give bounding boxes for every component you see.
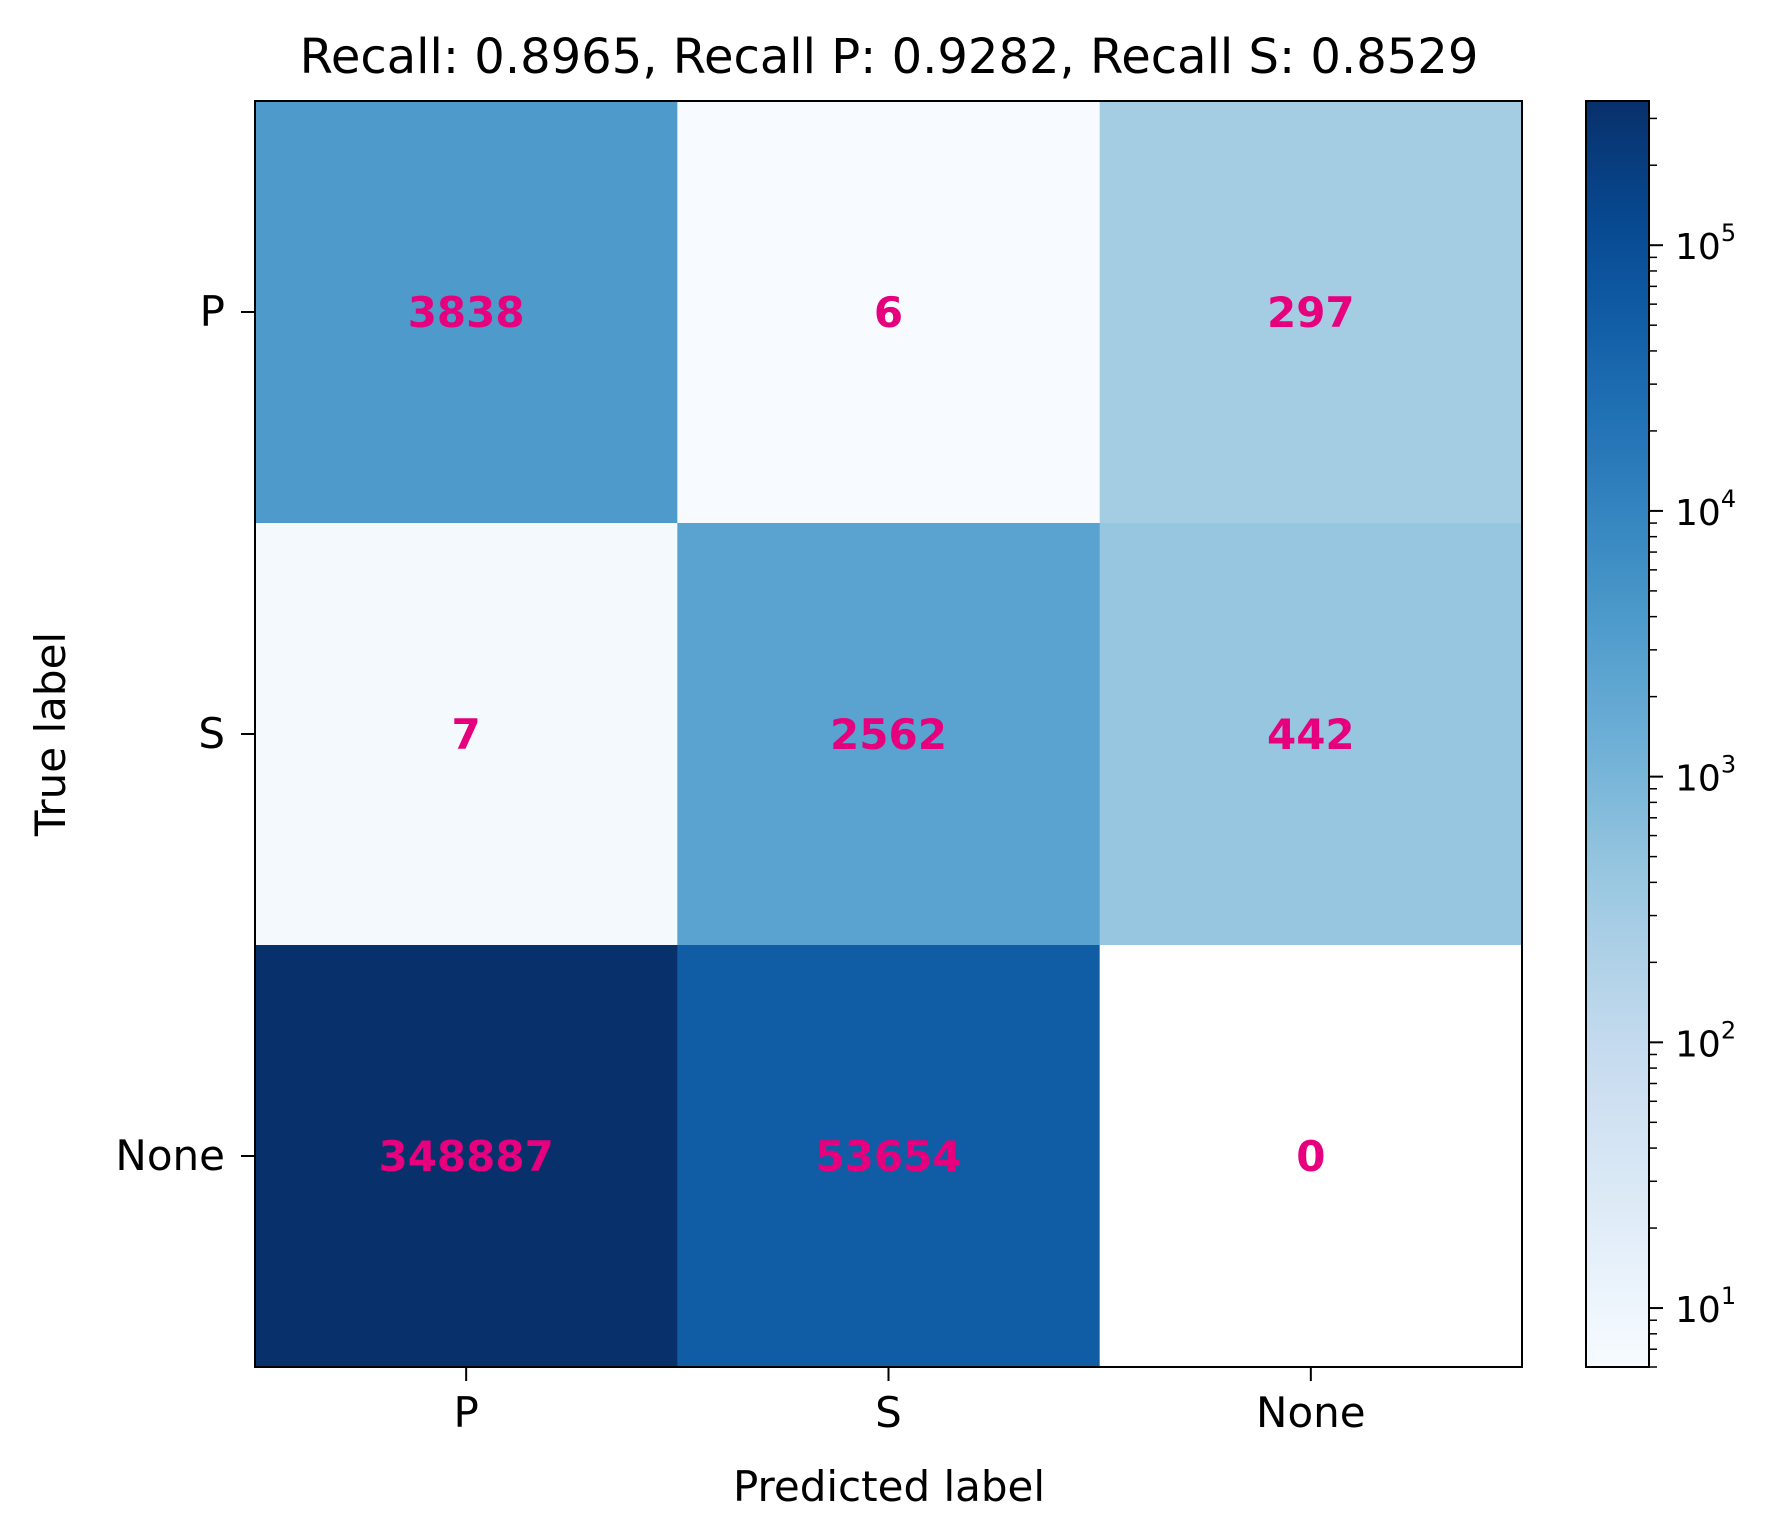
heatmap-cell <box>1099 945 1523 1368</box>
cell-value-label: 3838 <box>408 288 525 337</box>
cell-value-label: 53654 <box>815 1132 961 1181</box>
cell-value-label: 6 <box>874 288 903 337</box>
chart-title: Recall: 0.8965, Recall P: 0.9282, Recall… <box>300 29 1479 85</box>
cell-value-label: 2562 <box>830 710 947 759</box>
axis-ticks: P S None P S None <box>115 287 1365 1437</box>
cell-value-label: 442 <box>1267 710 1355 759</box>
heatmap-cell <box>255 523 678 946</box>
heatmap-cell <box>677 523 1101 946</box>
heatmap-cell <box>677 945 1101 1368</box>
colorbar-tick-label: 104 <box>1675 485 1736 534</box>
colorbar-tick-label: 102 <box>1675 1016 1736 1065</box>
x-tick-label: S <box>875 1388 902 1437</box>
heatmap-cell <box>677 101 1101 524</box>
heatmap-cell <box>255 945 678 1368</box>
cell-value-label: 0 <box>1296 1132 1325 1181</box>
heatmap-cell <box>255 101 678 524</box>
y-axis-title: True label <box>26 632 75 837</box>
colorbar-tick-label: 101 <box>1675 1282 1736 1331</box>
colorbar-tick-label: 103 <box>1675 751 1736 800</box>
heatmap-cells: 3838 6 297 7 2562 442 348887 53654 0 <box>255 101 1523 1368</box>
y-tick-label: P <box>200 287 225 336</box>
x-tick-label: P <box>454 1388 479 1437</box>
x-axis-title: Predicted label <box>733 1462 1045 1511</box>
colorbar-tick-label: 105 <box>1675 219 1736 268</box>
cell-value-label: 348887 <box>378 1132 553 1181</box>
heatmap-cell <box>1099 101 1523 524</box>
y-tick-label: None <box>115 1131 225 1180</box>
colorbar <box>1585 100 1650 1368</box>
heatmap-cell <box>1099 523 1523 946</box>
y-tick-label: S <box>198 709 225 758</box>
cell-value-label: 297 <box>1267 288 1355 337</box>
x-tick-label: None <box>1256 1388 1366 1437</box>
colorbar-ticks: 101 102 103 104 105 <box>1649 117 1736 1368</box>
cell-value-label: 7 <box>452 710 481 759</box>
